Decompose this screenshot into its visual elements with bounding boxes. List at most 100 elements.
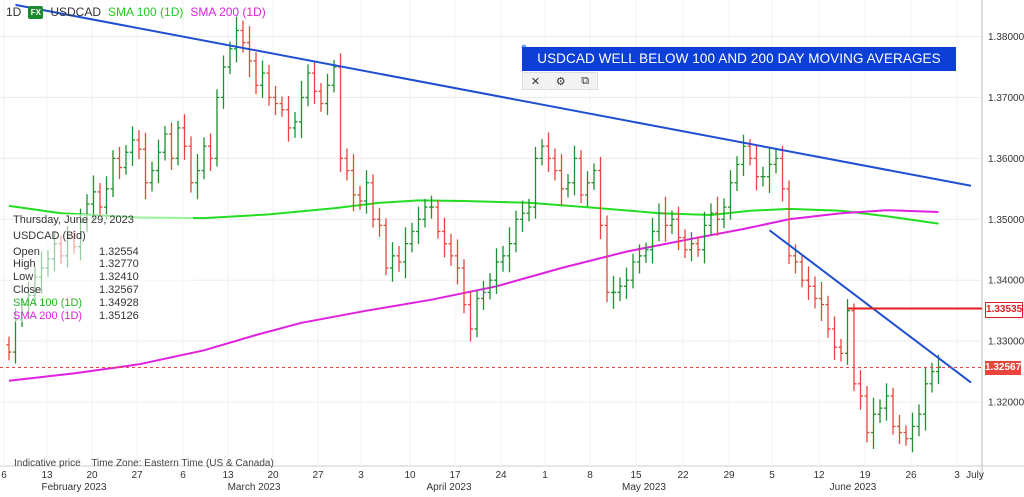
ohlc-bar [786,180,792,265]
ohlc-bar [123,145,129,175]
ohlc-bar [546,132,551,173]
ohlc-bar [97,183,103,216]
ohlc-bar [487,273,493,300]
ohlc-bar [507,227,512,273]
ohlc-bar [474,290,480,338]
ohlc-bar [91,175,96,221]
copy-icon[interactable]: ⧉ [581,74,590,87]
sma100-line [8,199,939,225]
ohlc-bar [227,41,233,75]
ohlc-row-close: Close 1.32567 [13,283,139,296]
gear-icon[interactable]: ⚙ [555,75,566,88]
timeframe-label[interactable]: 1D [6,5,22,19]
ohlc-bar [513,210,519,253]
ohlc-bar [877,399,883,423]
timezone-label[interactable]: Time Zone: Eastern Time (US & Canada) [91,458,274,469]
ohlc-bar [292,111,298,138]
annotation-label[interactable]: USDCAD WELL BELOW 100 AND 200 DAY MOVING… [522,47,956,71]
ohlc-bar [825,295,831,338]
x-tick-label: 20 [86,470,98,481]
ohlc-bar [435,199,441,239]
ohlc-bar [182,114,187,160]
ohlc-bar [305,64,311,107]
month-label: April 2023 [426,482,471,492]
ohlc-bar [845,299,850,365]
ohlc-bar [325,73,330,116]
ohlc-bar [643,242,649,263]
ohlc-bar [214,89,220,167]
ohlc-bar [637,244,642,274]
y-tick-label: 1.33000 [988,337,1024,348]
x-tick-label: 3 [954,470,960,481]
ohlc-bar [396,245,402,272]
sma200-legend[interactable]: SMA 200 (1D) [190,5,266,19]
ohlc-bar [403,227,408,279]
ohlc-bar [884,383,889,421]
y-tick-label: 1.32000 [988,398,1024,409]
ohlc-row-low: Low 1.32410 [13,271,139,284]
x-tick-label: 22 [677,470,689,481]
ohlc-bar [149,161,155,192]
ohlc-bar [858,370,863,410]
close-icon[interactable]: ✕ [530,75,541,88]
ohlc-bar [429,195,434,219]
ohlc-bar [370,174,376,228]
x-tick-label: 6 [180,470,186,481]
ohlc-bar [799,254,805,288]
ohlc-bar [734,156,740,191]
ohlc-bar [416,206,421,245]
ohlc-bar [728,170,733,220]
ohlc-bar [832,316,837,360]
ohlc-bar [565,173,571,198]
ohlc-bar [520,200,525,232]
ohlc-bar [390,242,395,282]
ohlc-bar [838,338,844,362]
ohlc-bar [650,217,655,264]
ohlc-bar [773,149,779,174]
ohlc-bar [422,198,428,228]
ohlc-bar [923,367,928,431]
ohlc-bar [175,120,181,166]
ohlc-bar [455,239,460,285]
ohlc-bar [201,137,207,180]
price-bars [6,16,941,453]
ohlc-row-high: High 1.32770 [13,258,139,271]
month-label: May 2023 [622,482,666,492]
ohlc-bar [266,64,272,106]
ohlc-bar [890,387,896,435]
ohlc-bar [851,303,857,391]
ohlc-bar [682,229,688,258]
ohlc-bar [104,176,109,220]
ohlc-bar [500,245,506,272]
ohlc-bar [468,291,473,342]
ohlc-bar [591,163,597,190]
fx-badge-icon: FX [28,5,44,19]
sma100-legend[interactable]: SMA 100 (1D) [108,5,184,19]
ohlc-bar [903,425,909,446]
ohlc-bar [130,126,135,166]
ohlc-bar [136,130,142,160]
x-tick-label: 27 [312,470,324,481]
ohlc-bar [156,139,161,184]
ohlc-bar [559,154,564,206]
trendlines[interactable] [0,3,982,384]
ohlc-row-sma100: SMA 100 (1D) 1.34928 [13,296,139,309]
y-tick-label: 1.37000 [988,93,1024,104]
x-tick-label: 20 [267,470,279,481]
ohlc-bar [585,171,590,207]
ohlc-bar [715,196,720,236]
ohlc-panel: Thursday, June 29, 2023 USDCAD (Bid) Ope… [13,214,193,323]
ohlc-bar [253,52,259,95]
ohlc-bar [234,16,239,63]
symbol-label[interactable]: USDCAD [50,5,102,19]
ohlc-bar [188,136,194,193]
x-tick-label: 3 [358,470,364,481]
ohlc-bar [669,210,675,235]
x-tick-label: 29 [723,470,735,481]
ohlc-bar [221,55,226,109]
ohlc-bar [409,222,415,253]
x-axis: 6 13 20 27 6 13 20 27 3 10 17 24 1 8 15 22 29 5 12 19 26 3 Jul… [1,470,984,493]
ohlc-bar [741,134,746,176]
x-tick-label: 1 [542,470,548,481]
x-tick-label: 6 [1,470,7,481]
